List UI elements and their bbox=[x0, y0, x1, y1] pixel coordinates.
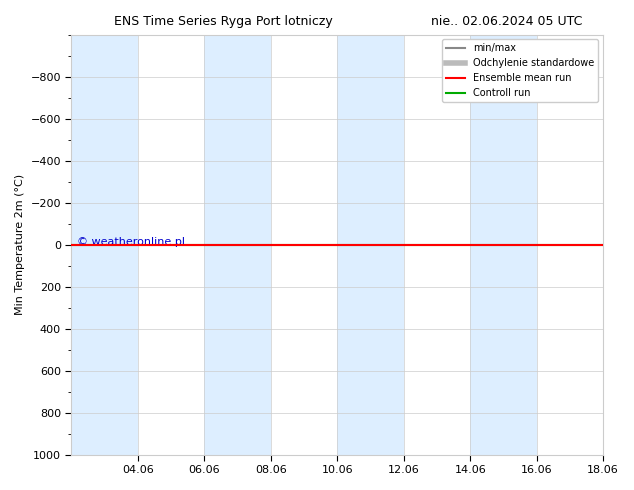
Text: ENS Time Series Ryga Port lotniczy: ENS Time Series Ryga Port lotniczy bbox=[114, 15, 333, 28]
Bar bbox=[204, 35, 271, 455]
Bar bbox=[337, 35, 404, 455]
Text: © weatheronline.pl: © weatheronline.pl bbox=[77, 238, 184, 247]
Legend: min/max, Odchylenie standardowe, Ensemble mean run, Controll run: min/max, Odchylenie standardowe, Ensembl… bbox=[442, 40, 598, 102]
Y-axis label: Min Temperature 2m (°C): Min Temperature 2m (°C) bbox=[15, 174, 25, 315]
Text: nie.. 02.06.2024 05 UTC: nie.. 02.06.2024 05 UTC bbox=[431, 15, 583, 28]
Bar bbox=[72, 35, 138, 455]
Bar bbox=[470, 35, 536, 455]
